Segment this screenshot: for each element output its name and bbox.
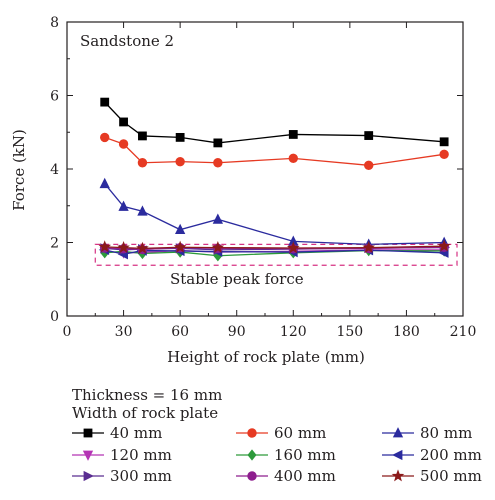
data-point-500-mm <box>362 241 376 254</box>
data-point-60-mm <box>288 153 298 164</box>
data-point-40-mm <box>364 131 374 140</box>
data-point-40-mm <box>100 97 110 107</box>
data-point-80-mm <box>99 177 110 189</box>
data-point-60-mm <box>137 158 148 168</box>
data-point-40-mm <box>138 131 147 141</box>
data-point-40-mm <box>213 138 223 148</box>
legend-marker <box>392 449 403 461</box>
legend-label: 80 mm <box>420 424 472 442</box>
x-tick-label: 210 <box>450 324 477 340</box>
legend: 40 mm 60 mm 80 mm 120 mm 160 mm 200 mm 300 mm 4… <box>72 424 482 485</box>
legend-item-160-mm: 160 mm <box>236 446 336 464</box>
series-80-mm <box>99 177 450 249</box>
data-point-500-mm <box>98 240 112 253</box>
data-point-80-mm <box>174 223 186 235</box>
y-tick-label: 4 <box>50 162 59 178</box>
stable-peak-force-annotation: Stable peak force <box>170 270 304 288</box>
legend-marker <box>392 427 404 438</box>
legend-marker <box>247 428 257 438</box>
y-tick-label: 2 <box>50 236 59 252</box>
data-point-40-mm <box>439 137 449 147</box>
legend-item-80-mm: 80 mm <box>382 424 472 442</box>
series-line-80-mm <box>104 183 445 245</box>
legend-item-60-mm: 60 mm <box>236 424 326 442</box>
data-point-60-mm <box>213 158 223 168</box>
data-point-40-mm <box>119 117 128 127</box>
legend-header-thickness: Thickness = 16 mm <box>72 386 222 404</box>
legend-item-40-mm: 40 mm <box>72 424 162 442</box>
legend-label: 500 mm <box>420 467 482 485</box>
data-point-60-mm <box>364 160 374 171</box>
data-point-500-mm <box>211 241 225 254</box>
x-tick-label: 60 <box>171 324 189 340</box>
data-point-60-mm <box>100 132 110 143</box>
legend-item-500-mm: 500 mm <box>382 467 482 485</box>
legend-item-300-mm: 300 mm <box>72 467 172 485</box>
data-point-60-mm <box>439 149 449 160</box>
legend-item-200-mm: 200 mm <box>382 446 482 464</box>
x-tick-label: 90 <box>228 324 246 340</box>
series-60-mm <box>100 132 449 171</box>
legend-item-120-mm: 120 mm <box>72 446 172 464</box>
legend-header-width: Width of rock plate <box>72 404 218 422</box>
legend-label: 40 mm <box>110 424 162 442</box>
x-tick-label: 180 <box>393 324 420 340</box>
data-point-500-mm <box>437 239 451 252</box>
legend-marker <box>83 428 93 438</box>
data-point-60-mm <box>175 156 185 167</box>
data-point-500-mm <box>286 241 300 254</box>
y-tick-label: 6 <box>50 89 59 105</box>
series-500-mm <box>98 239 451 254</box>
legend-label: 300 mm <box>110 467 172 485</box>
y-tick-label: 0 <box>50 309 59 325</box>
y-axis-title: Force (kN) <box>10 129 28 211</box>
data-point-60-mm <box>118 139 129 149</box>
legend-item-400-mm: 400 mm <box>236 467 336 485</box>
data-point-80-mm <box>137 205 148 216</box>
legend-marker <box>391 469 405 482</box>
data-point-40-mm <box>288 130 298 139</box>
data-point-500-mm <box>117 241 130 254</box>
x-tick-label: 120 <box>280 324 307 340</box>
y-tick-label: 8 <box>50 15 59 31</box>
data-point-40-mm <box>175 132 185 142</box>
stable-peak-force-box <box>94 243 458 266</box>
legend-marker <box>247 449 257 461</box>
legend-label: 200 mm <box>420 446 482 464</box>
series-line-40-mm <box>104 101 445 144</box>
legend-marker <box>82 450 94 461</box>
x-tick-label: 150 <box>336 324 363 340</box>
legend-label: 160 mm <box>274 446 336 464</box>
legend-label: 60 mm <box>274 424 326 442</box>
legend-marker <box>247 471 257 481</box>
legend-marker <box>83 470 94 482</box>
legend-label: 400 mm <box>274 467 336 485</box>
data-point-80-mm <box>118 200 129 211</box>
series-40-mm <box>100 97 449 148</box>
data-point-500-mm <box>173 240 187 253</box>
legend-label: 120 mm <box>110 446 172 464</box>
x-axis-title: Height of rock plate (mm) <box>167 348 365 366</box>
data-point-80-mm <box>212 213 224 224</box>
x-tick-label: 30 <box>115 324 133 340</box>
data-point-500-mm <box>136 241 149 254</box>
series-line-60-mm <box>104 136 445 166</box>
plot-area: 0 30 60 90 120 150 180 210 0 2 4 6 8 <box>50 15 476 340</box>
panel-label: Sandstone 2 <box>80 32 174 50</box>
x-tick-label: 0 <box>63 324 72 340</box>
